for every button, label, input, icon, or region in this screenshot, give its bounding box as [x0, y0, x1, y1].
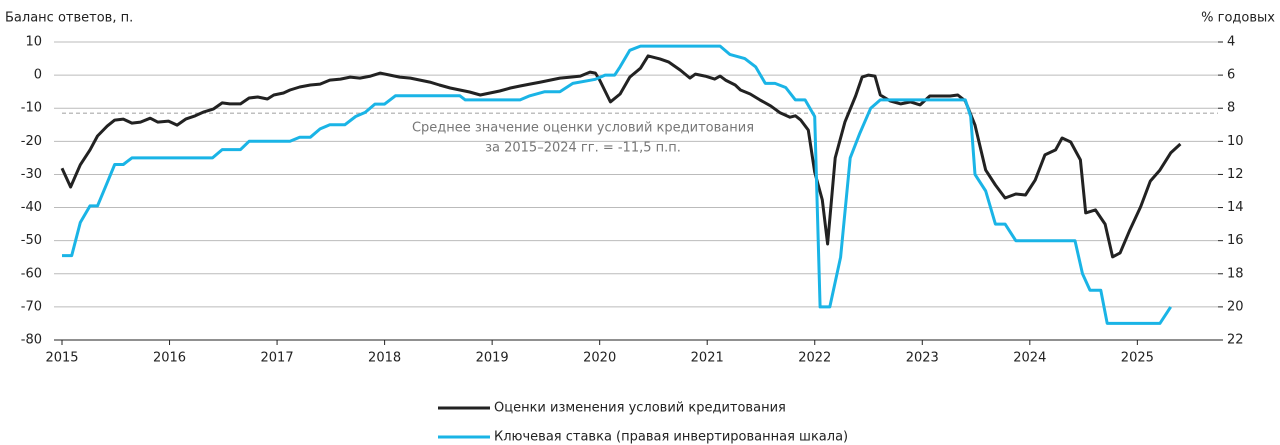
- y-tick-label: 0: [34, 68, 42, 83]
- y2-tick-label: 22: [1227, 333, 1244, 348]
- y-tick-label: -40: [21, 200, 42, 215]
- legend-label: Ключевая ставка (правая инвертированная …: [494, 430, 848, 445]
- y-tick-label: -60: [21, 266, 42, 281]
- legend-label: Оценки изменения условий кредитования: [494, 401, 786, 416]
- annotation: Среднее значение оценки условий кредитов…: [412, 121, 754, 136]
- x-tick-label: 2023: [906, 351, 939, 366]
- y2-axis-label: % годовых: [1201, 11, 1275, 26]
- x-tick-label: 2018: [368, 351, 401, 366]
- y2-tick-label: 16: [1227, 233, 1244, 248]
- y2-tick-label: 12: [1227, 167, 1244, 182]
- y-tick-label: -50: [21, 233, 42, 248]
- x-tick-label: 2024: [1013, 351, 1046, 366]
- series-line: [62, 44, 1172, 325]
- x-tick-label: 2020: [583, 351, 616, 366]
- x-tick-label: 2022: [798, 351, 831, 366]
- series-line: [60, 54, 1182, 259]
- x-tick-label: 2017: [261, 351, 294, 366]
- x-tick-label: 2025: [1121, 351, 1154, 366]
- y2-tick-label: 14: [1227, 200, 1244, 215]
- y-tick-label: -10: [21, 101, 42, 116]
- x-tick-label: 2016: [153, 351, 186, 366]
- x-tick-label: 2021: [691, 351, 724, 366]
- y2-tick-label: 6: [1227, 68, 1235, 83]
- y-tick-label: -70: [21, 299, 42, 314]
- y2-tick-label: 4: [1227, 35, 1235, 50]
- y-tick-label: -80: [21, 333, 42, 348]
- y2-tick-label: 8: [1227, 101, 1235, 116]
- x-tick-label: 2015: [45, 351, 78, 366]
- y-axis-label: Баланс ответов, п.: [5, 11, 133, 26]
- annotation: за 2015–2024 гг. = -11,5 п.п.: [485, 141, 681, 156]
- y-tick-label: -20: [21, 134, 42, 149]
- x-tick-label: 2019: [476, 351, 509, 366]
- y-tick-label: 10: [25, 35, 42, 50]
- y2-tick-label: 20: [1227, 299, 1244, 314]
- y2-tick-label: 10: [1227, 134, 1244, 149]
- y-tick-label: -30: [21, 167, 42, 182]
- y2-tick-label: 18: [1227, 266, 1244, 281]
